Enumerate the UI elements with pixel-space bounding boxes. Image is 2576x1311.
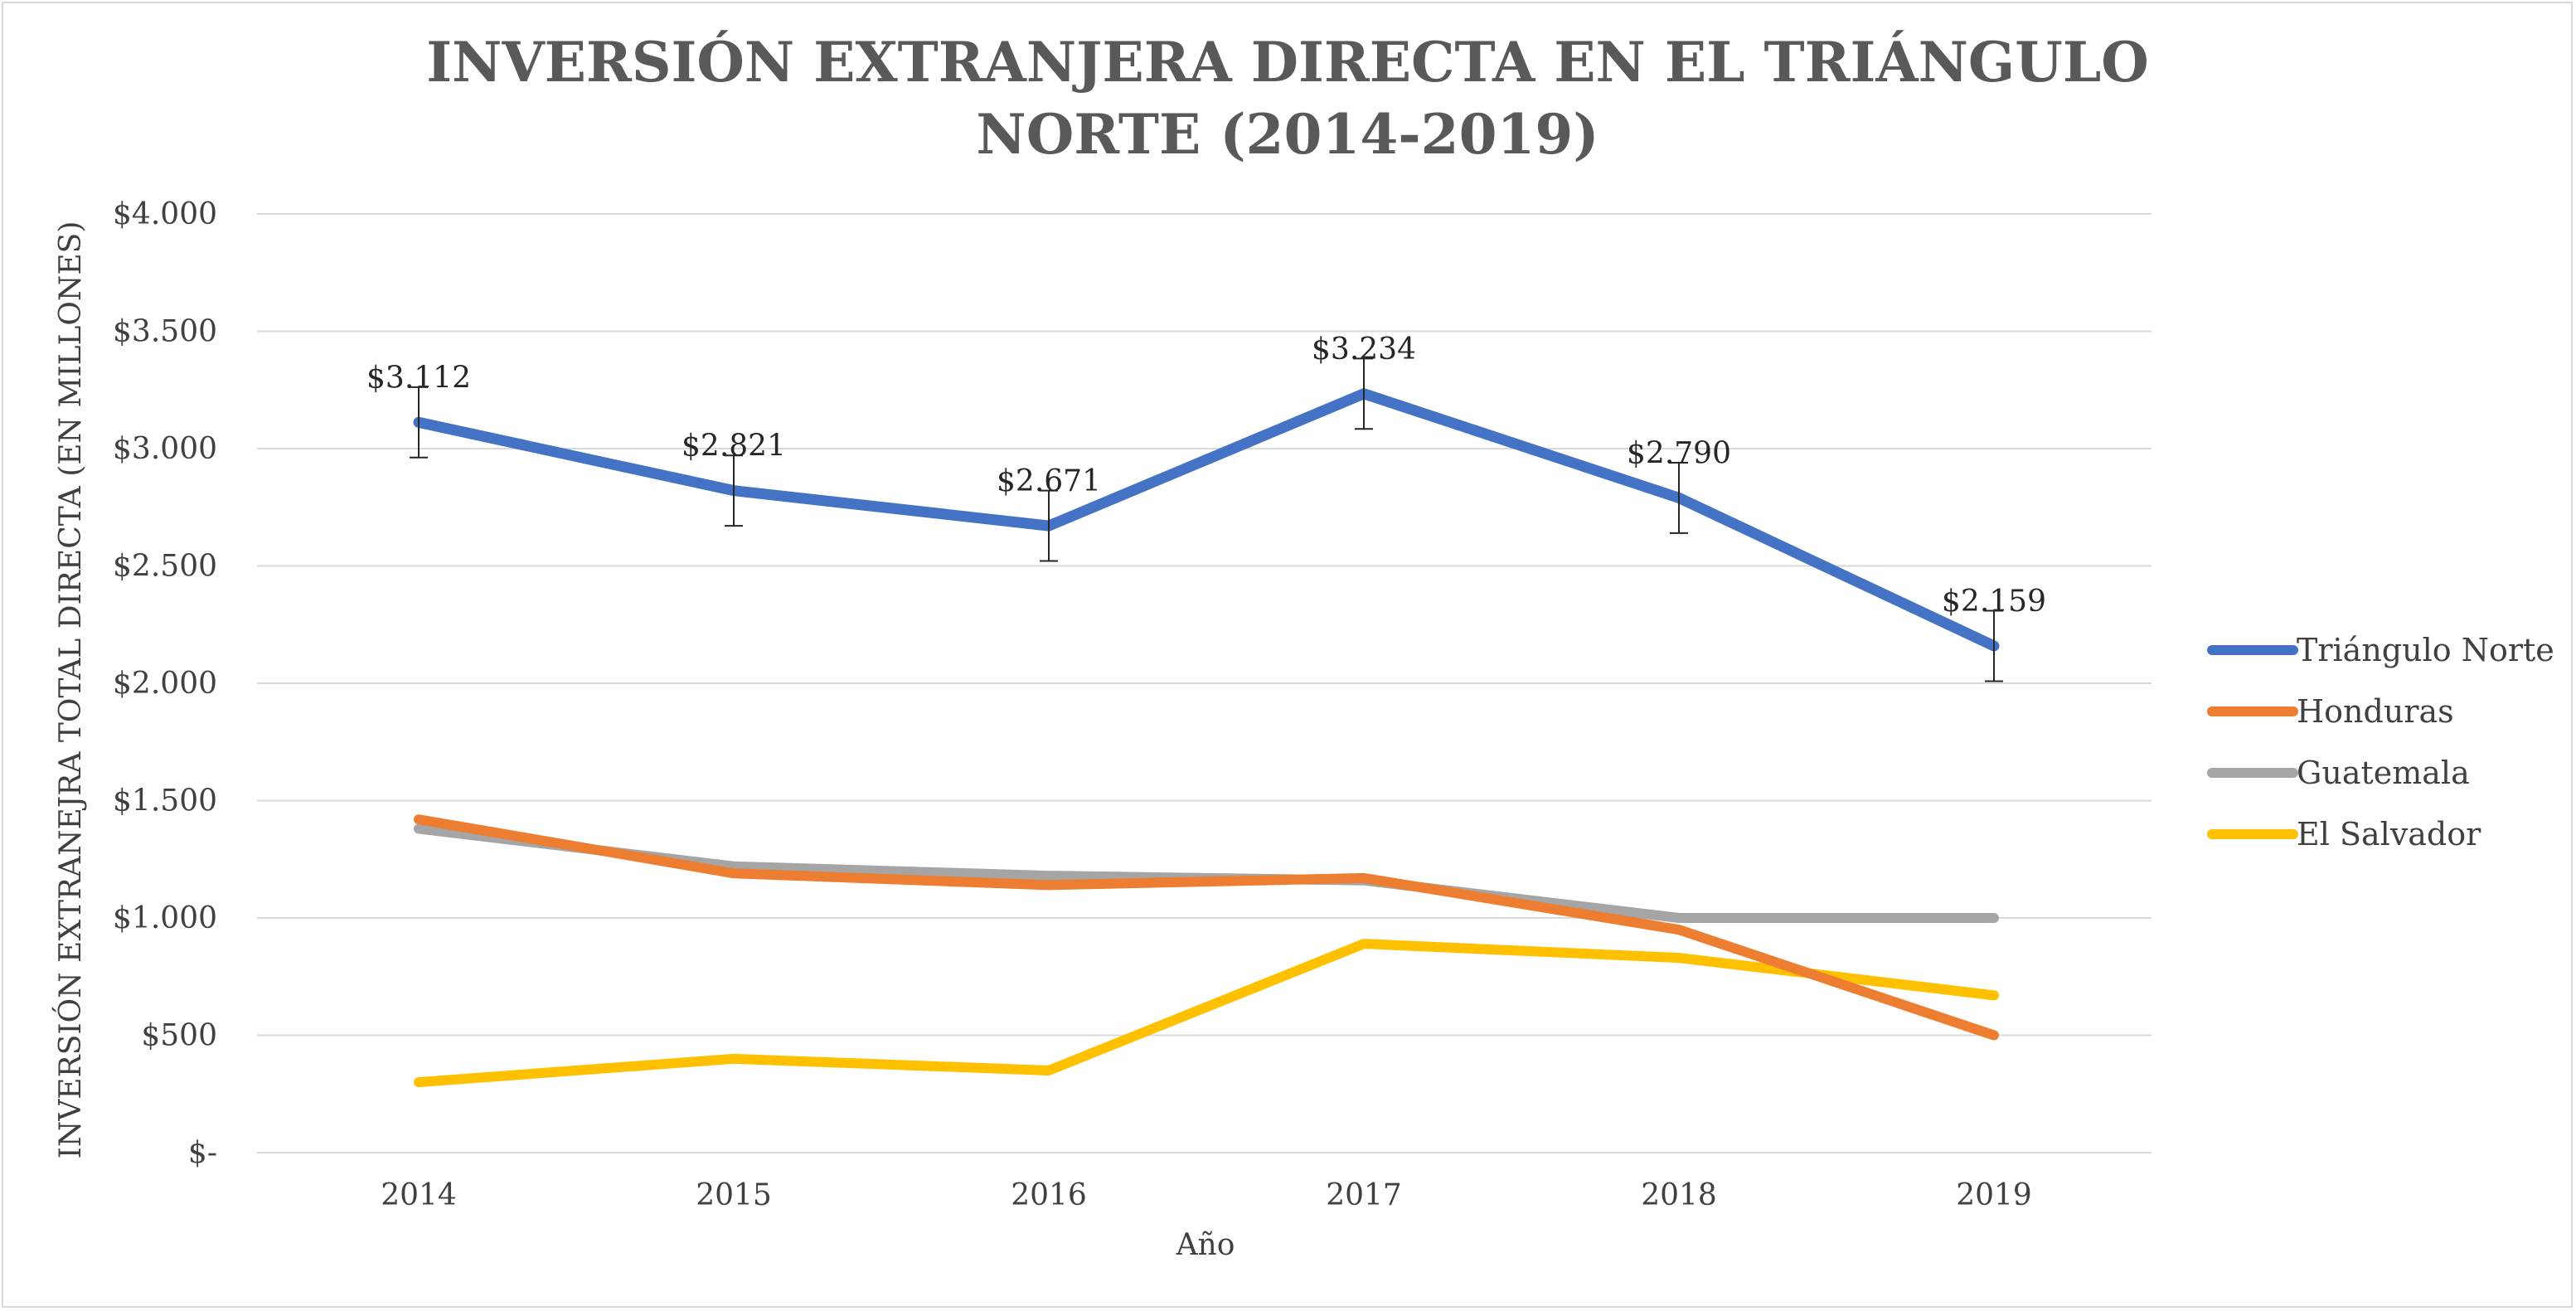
legend: Triángulo Norte Honduras Guatemala El Salva…: [2212, 632, 2554, 852]
legend-label: Honduras: [2297, 693, 2454, 730]
y-tick-label: $3.000: [113, 432, 217, 466]
legend-label: Triángulo Norte: [2297, 632, 2554, 668]
series-lines: [419, 394, 1994, 1082]
data-label: $2.821: [682, 430, 786, 464]
x-axis-ticks: 2014 2015 2016 2017 2018 2019: [381, 1178, 2032, 1212]
legend-item: Guatemala: [2212, 755, 2470, 791]
x-axis-title: Año: [1176, 1228, 1235, 1262]
data-labels: $3.112 $2.821 $2.671 $3.234 $2.790 $2.159: [366, 333, 2046, 619]
data-label: $3.234: [1312, 333, 1416, 367]
y-tick-label: $2.500: [113, 550, 217, 584]
data-label: $3.112: [366, 361, 471, 395]
series-line-guatemala: [419, 828, 1994, 918]
x-tick-label: 2019: [1956, 1178, 2032, 1212]
x-tick-label: 2017: [1326, 1178, 1402, 1212]
x-tick-label: 2014: [381, 1178, 457, 1212]
y-tick-label: $-: [188, 1136, 217, 1170]
legend-label: Guatemala: [2297, 755, 2470, 791]
y-axis-title: INVERSIÓN EXTRANEJRA TOTAL DIRECTA (EN M…: [53, 221, 88, 1159]
y-tick-label: $2.000: [113, 667, 217, 701]
series-line-triangulo-norte: [419, 394, 1994, 646]
y-tick-label: $3.500: [113, 315, 217, 349]
data-label: $2.671: [997, 464, 1101, 498]
chart-title: INVERSIÓN EXTRANJERA DIRECTA EN EL TRIÁN…: [426, 30, 2148, 167]
x-tick-label: 2016: [1011, 1178, 1087, 1212]
legend-label: El Salvador: [2297, 816, 2481, 852]
legend-item: Honduras: [2212, 693, 2454, 730]
legend-item: Triángulo Norte: [2212, 632, 2554, 668]
chart-title-line-2: NORTE (2014-2019): [976, 102, 1598, 167]
legend-item: El Salvador: [2212, 816, 2481, 852]
error-bars: [410, 358, 2003, 681]
y-tick-label: $4.000: [113, 197, 217, 231]
x-tick-label: 2015: [696, 1178, 772, 1212]
data-label: $2.159: [1942, 585, 2046, 619]
x-tick-label: 2018: [1641, 1178, 1717, 1212]
series-line-el-salvador: [419, 944, 1994, 1082]
chart-title-line-1: INVERSIÓN EXTRANJERA DIRECTA EN EL TRIÁN…: [426, 30, 2148, 95]
line-chart: INVERSIÓN EXTRANJERA DIRECTA EN EL TRIÁN…: [0, 0, 2576, 1311]
y-tick-label: $1.000: [113, 901, 217, 935]
y-tick-label: $500: [141, 1019, 217, 1053]
data-label: $2.790: [1627, 436, 1731, 470]
y-tick-label: $1.500: [113, 784, 217, 818]
y-axis-ticks: $- $500 $1.000 $1.500 $2.000 $2.500 $3.000 $3.5…: [113, 197, 217, 1170]
